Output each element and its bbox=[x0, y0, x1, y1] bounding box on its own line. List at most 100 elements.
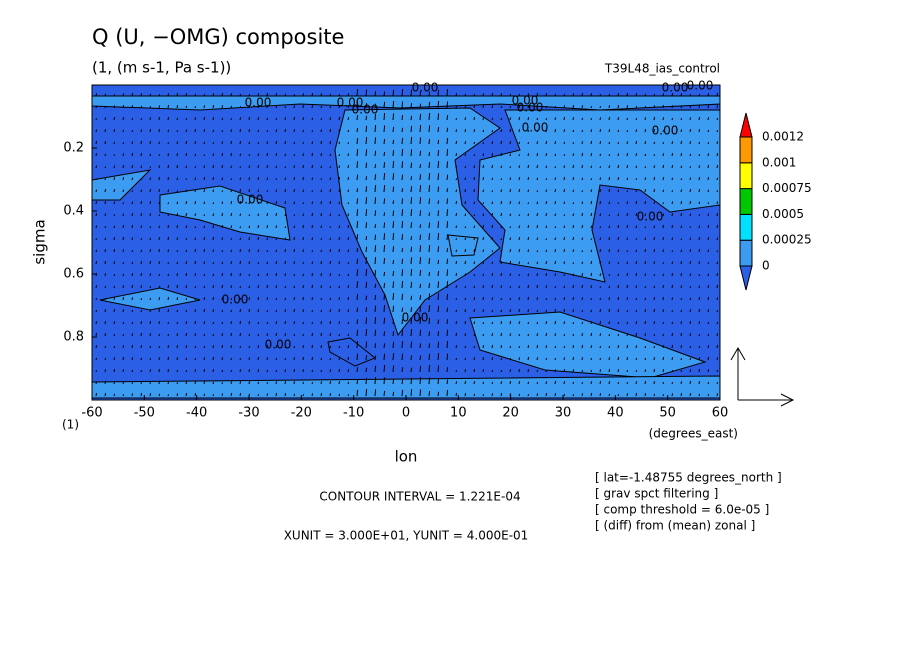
vector bbox=[275, 370, 278, 373]
vector bbox=[194, 237, 197, 241]
vector bbox=[122, 189, 125, 193]
vector bbox=[95, 93, 98, 97]
vector bbox=[446, 307, 449, 313]
vector bbox=[293, 368, 296, 373]
vector bbox=[653, 261, 656, 265]
vector bbox=[239, 320, 242, 325]
vector bbox=[347, 321, 350, 325]
vector bbox=[194, 177, 197, 181]
vector bbox=[203, 165, 206, 169]
vector bbox=[113, 176, 116, 181]
vector bbox=[266, 237, 269, 241]
vector bbox=[131, 297, 134, 301]
vector bbox=[410, 317, 413, 325]
vector bbox=[302, 356, 305, 361]
vector bbox=[500, 212, 503, 217]
vector bbox=[149, 380, 152, 385]
vector bbox=[635, 189, 638, 193]
vector bbox=[167, 202, 170, 205]
contour-label: 0.00 bbox=[662, 81, 689, 95]
vector bbox=[680, 153, 683, 157]
vector bbox=[500, 249, 503, 253]
vector bbox=[311, 284, 314, 289]
vector bbox=[149, 237, 152, 241]
vector bbox=[437, 305, 440, 313]
vector bbox=[356, 114, 359, 121]
vector bbox=[311, 141, 314, 145]
vector bbox=[284, 297, 287, 301]
vector bbox=[509, 128, 512, 133]
vector bbox=[689, 260, 692, 265]
vector bbox=[347, 273, 350, 277]
vector bbox=[581, 105, 584, 109]
vector bbox=[428, 271, 431, 277]
vector bbox=[491, 344, 494, 349]
vector bbox=[500, 200, 503, 205]
vector bbox=[590, 321, 593, 325]
vector bbox=[617, 249, 620, 253]
vector bbox=[149, 106, 152, 109]
vector bbox=[302, 176, 305, 181]
vector bbox=[392, 161, 395, 169]
vector bbox=[185, 189, 188, 193]
vector bbox=[671, 152, 674, 157]
vector bbox=[365, 89, 368, 97]
vector bbox=[131, 250, 134, 253]
contour-label: 0.00 bbox=[522, 121, 549, 135]
vector bbox=[509, 200, 512, 205]
vector bbox=[410, 176, 413, 181]
vector bbox=[392, 126, 395, 133]
vector bbox=[671, 190, 674, 193]
vector bbox=[266, 117, 269, 121]
vector bbox=[563, 261, 566, 265]
vector bbox=[284, 188, 287, 193]
vector bbox=[437, 100, 440, 109]
vector bbox=[491, 357, 494, 361]
vector bbox=[428, 112, 431, 121]
vector bbox=[401, 248, 404, 253]
vector bbox=[149, 358, 152, 361]
vector bbox=[284, 286, 287, 289]
vector bbox=[428, 185, 431, 193]
vector bbox=[536, 284, 539, 289]
vector bbox=[275, 261, 278, 265]
vector bbox=[680, 178, 683, 181]
vector bbox=[500, 272, 503, 277]
vector bbox=[176, 190, 179, 193]
vector bbox=[599, 226, 602, 229]
vector bbox=[185, 165, 188, 169]
vector bbox=[617, 381, 620, 385]
vector bbox=[635, 309, 638, 313]
vector bbox=[95, 285, 98, 289]
vector bbox=[167, 321, 170, 325]
vector bbox=[302, 153, 305, 157]
vector bbox=[500, 321, 503, 325]
vector bbox=[599, 345, 602, 349]
vector bbox=[509, 153, 512, 157]
vector bbox=[248, 357, 251, 361]
vector bbox=[581, 321, 584, 325]
colorbar-label: 0 bbox=[762, 259, 770, 273]
vector bbox=[266, 344, 269, 349]
vector bbox=[554, 380, 557, 385]
vector bbox=[689, 345, 692, 349]
vector bbox=[554, 260, 557, 265]
vector bbox=[581, 165, 584, 169]
vector bbox=[122, 176, 125, 181]
vector bbox=[167, 345, 170, 349]
vector bbox=[698, 333, 701, 337]
vector bbox=[527, 224, 530, 229]
vector bbox=[473, 368, 476, 373]
vector bbox=[455, 93, 458, 97]
vector bbox=[356, 307, 359, 313]
vector bbox=[392, 89, 395, 97]
vector bbox=[662, 117, 665, 121]
vector bbox=[473, 214, 476, 217]
y-tick-label: 0.2 bbox=[63, 141, 84, 156]
vector bbox=[455, 392, 458, 397]
vector bbox=[104, 369, 107, 373]
vector bbox=[104, 153, 107, 157]
vector bbox=[185, 178, 188, 181]
vector bbox=[410, 125, 413, 133]
vector bbox=[590, 165, 593, 169]
